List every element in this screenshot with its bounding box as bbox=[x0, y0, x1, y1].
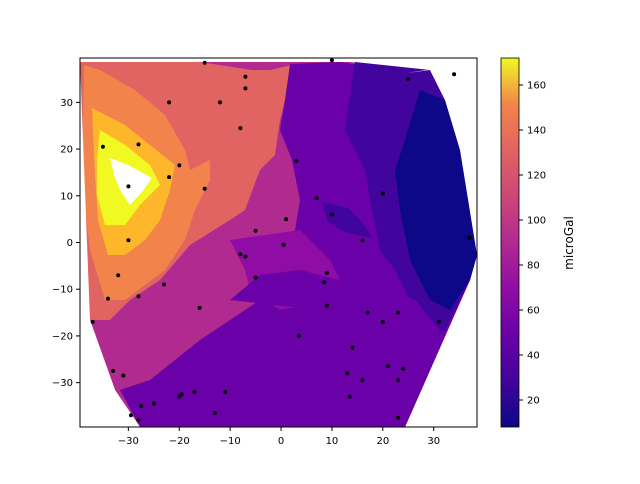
x-tick-label: 10 bbox=[326, 436, 339, 447]
data-point bbox=[380, 319, 385, 324]
y-tick-label: 0 bbox=[67, 238, 73, 249]
y-tick-label: −20 bbox=[52, 331, 73, 342]
x-axis: −30 −20 −10 0 10 20 30 bbox=[118, 427, 440, 447]
data-point bbox=[151, 401, 156, 406]
x-tick-label: −20 bbox=[169, 436, 190, 447]
contour-region-purple-lower bbox=[140, 270, 440, 427]
data-point bbox=[329, 58, 334, 63]
data-point bbox=[136, 418, 141, 422]
data-point bbox=[324, 270, 329, 275]
data-point bbox=[296, 333, 301, 338]
data-point bbox=[360, 238, 365, 243]
data-point bbox=[177, 394, 182, 399]
data-point bbox=[365, 310, 370, 315]
data-point bbox=[121, 373, 126, 378]
data-point bbox=[106, 296, 110, 301]
data-point bbox=[345, 371, 350, 376]
contour-region-dark-blue bbox=[395, 90, 477, 310]
x-tick-label: 0 bbox=[278, 436, 284, 447]
data-point bbox=[238, 126, 243, 131]
y-tick-label: 30 bbox=[60, 98, 73, 109]
data-point bbox=[396, 378, 401, 383]
data-point bbox=[314, 196, 319, 201]
data-point bbox=[167, 175, 172, 180]
data-point bbox=[136, 294, 141, 299]
data-point bbox=[238, 252, 243, 257]
x-tick-label: 30 bbox=[427, 436, 440, 447]
colorbar-tick-label: 80 bbox=[527, 261, 540, 272]
data-point bbox=[197, 305, 202, 310]
data-point bbox=[385, 364, 390, 369]
colorbar-label: microGal bbox=[562, 216, 576, 270]
data-point bbox=[192, 390, 197, 394]
data-point bbox=[116, 273, 121, 278]
data-point bbox=[243, 86, 248, 91]
y-tick-label: −30 bbox=[52, 378, 73, 389]
data-point bbox=[322, 280, 327, 285]
data-point bbox=[212, 411, 217, 415]
data-point bbox=[126, 238, 131, 243]
plot-area bbox=[80, 58, 477, 427]
data-point bbox=[467, 235, 472, 240]
data-point bbox=[294, 158, 299, 163]
x-tick-label: −30 bbox=[118, 436, 139, 447]
white-region-left bbox=[110, 158, 152, 205]
y-tick-label: 10 bbox=[60, 191, 73, 202]
data-point bbox=[324, 303, 329, 308]
y-axis: −30 −20 −10 0 10 20 30 bbox=[52, 98, 80, 389]
colorbar-bar bbox=[500, 57, 520, 428]
colorbar-tick-label: 160 bbox=[527, 81, 546, 92]
data-point bbox=[202, 60, 207, 65]
white-region-top-right bbox=[407, 62, 477, 255]
data-point bbox=[350, 345, 355, 350]
colorbar-tick-label: 20 bbox=[527, 396, 540, 407]
data-point bbox=[406, 77, 411, 81]
data-point bbox=[202, 186, 207, 191]
colorbar-tick-label: 40 bbox=[527, 351, 540, 362]
x-tick-label: −10 bbox=[220, 436, 241, 447]
colorbar-tick-label: 140 bbox=[527, 126, 546, 137]
y-tick-label: 20 bbox=[60, 145, 73, 156]
data-point bbox=[177, 163, 182, 168]
colorbar-tick-label: 120 bbox=[527, 171, 546, 182]
data-point bbox=[380, 191, 385, 196]
white-region-left-edge bbox=[80, 62, 140, 427]
y-tick-label: −10 bbox=[52, 285, 73, 296]
data-points bbox=[90, 58, 472, 422]
data-point bbox=[329, 212, 334, 217]
data-point bbox=[401, 366, 406, 371]
data-point bbox=[167, 100, 172, 105]
data-point bbox=[126, 184, 131, 189]
colorbar: 20 40 60 80 100 120 140 160 microGal bbox=[500, 57, 576, 428]
data-point bbox=[243, 74, 248, 79]
data-point bbox=[243, 254, 248, 259]
data-point bbox=[281, 242, 286, 247]
data-point bbox=[396, 415, 401, 420]
colorbar-ticks: 20 40 60 80 100 120 140 160 bbox=[519, 81, 546, 407]
data-point bbox=[360, 378, 365, 383]
contour-region-blue-pocket bbox=[322, 202, 372, 238]
data-point bbox=[253, 275, 258, 280]
data-point bbox=[218, 100, 222, 105]
data-point bbox=[90, 319, 95, 324]
data-point bbox=[284, 217, 289, 222]
data-point bbox=[128, 413, 133, 418]
x-tick-label: 20 bbox=[376, 436, 389, 447]
colorbar-tick-label: 60 bbox=[527, 306, 540, 317]
data-point bbox=[136, 142, 141, 147]
colorbar-tick-label: 100 bbox=[527, 216, 546, 227]
data-point bbox=[223, 390, 228, 394]
data-point bbox=[162, 282, 166, 287]
data-point bbox=[100, 144, 105, 149]
data-point bbox=[253, 228, 258, 233]
data-point bbox=[139, 404, 144, 408]
data-point bbox=[452, 72, 457, 77]
data-point bbox=[347, 394, 352, 399]
white-region-top-edge bbox=[80, 58, 477, 62]
data-point bbox=[436, 319, 441, 324]
data-point bbox=[396, 310, 401, 315]
data-point bbox=[111, 368, 116, 373]
